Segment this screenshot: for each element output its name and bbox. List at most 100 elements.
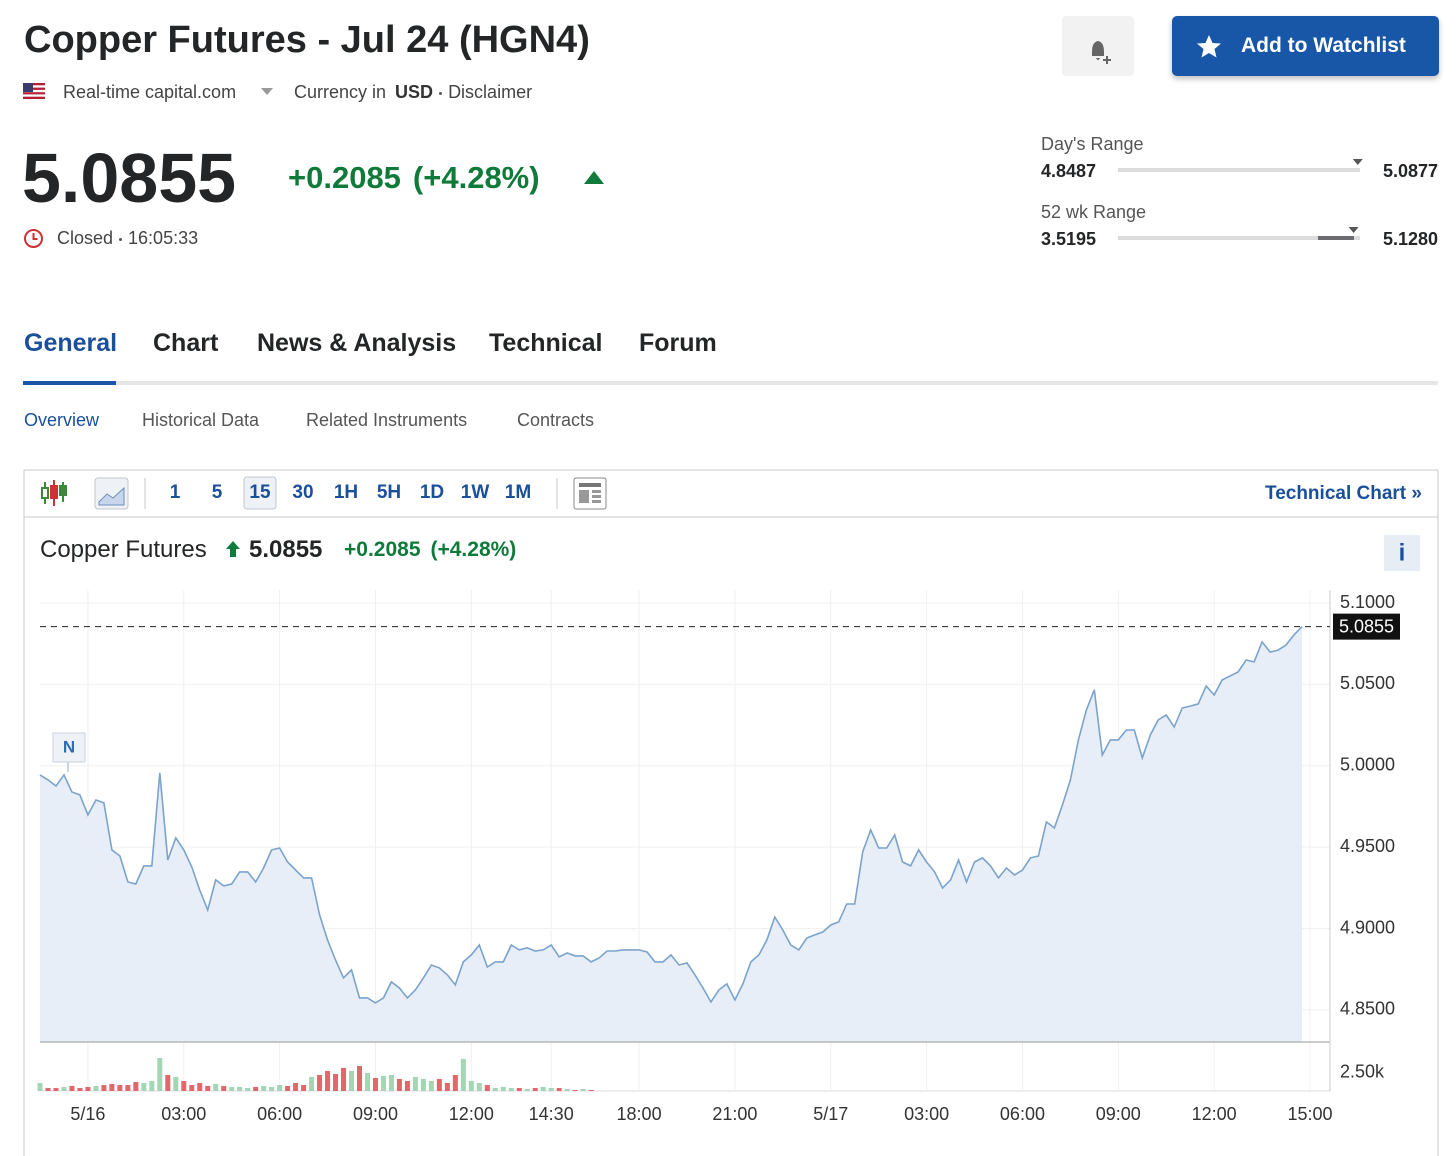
currency-row: Currency in USD Disclaimer: [294, 80, 532, 104]
news-marker-label: N: [63, 737, 75, 756]
tab[interactable]: Forum: [639, 329, 717, 357]
info-button[interactable]: [1384, 535, 1420, 571]
interval[interactable]: 1W: [460, 482, 490, 503]
volume-bar: [388, 1075, 394, 1091]
tab[interactable]: Technical: [489, 329, 603, 357]
volume-bar: [229, 1086, 235, 1091]
price-area: [40, 626, 1303, 1042]
tab[interactable]: General: [24, 329, 118, 357]
up-arrow: [226, 541, 240, 557]
source-caret[interactable]: [261, 88, 273, 96]
subtab[interactable]: Related Instruments: [306, 410, 468, 430]
range-track: [1118, 168, 1360, 172]
area-icon[interactable]: [94, 477, 129, 510]
interval[interactable]: 1D: [419, 482, 445, 503]
volume-bar: [285, 1085, 291, 1091]
volume-bar: [524, 1088, 530, 1091]
range-high: 5.0877: [1382, 161, 1438, 181]
status: Closed: [57, 228, 114, 248]
volume-bar: [205, 1085, 211, 1091]
subtab[interactable]: Contracts: [517, 410, 595, 430]
chart-change-abs: +0.2085: [344, 538, 421, 561]
volume-bar: [125, 1085, 131, 1091]
star-shape: [1197, 35, 1221, 58]
volume-bar: [133, 1081, 139, 1091]
technical-chart-link[interactable]: Technical Chart »: [1265, 483, 1422, 504]
x-tick-label: 06:00: [1000, 1104, 1045, 1124]
range-marker: [1352, 159, 1363, 165]
x-tick-label: 03:00: [904, 1104, 949, 1124]
volume-bar: [333, 1073, 339, 1091]
last-price-box: [1333, 613, 1400, 640]
interval[interactable]: 5: [211, 482, 223, 503]
interval-selected-bg: [243, 476, 277, 510]
interval[interactable]: 30: [292, 482, 314, 503]
clock-face: [24, 229, 43, 248]
layout-icon-bar: [592, 495, 601, 498]
x-tick-label: 5/17: [813, 1104, 848, 1124]
volume-bar: [117, 1085, 123, 1091]
volume-bar: [45, 1087, 51, 1091]
watchlist-button[interactable]: Add to Watchlist: [1172, 16, 1439, 76]
volume-bar: [325, 1070, 331, 1091]
range-bar: [1118, 159, 1363, 172]
layout-icon[interactable]: [573, 477, 607, 510]
volume-bar: [428, 1080, 434, 1091]
y-tick-label: 5.1000: [1340, 592, 1395, 612]
volume-bar: [548, 1087, 554, 1091]
range-marker: [1348, 227, 1359, 233]
area-icon-shape: [98, 486, 125, 506]
bell-shape: [1092, 41, 1104, 60]
tab-rule: [23, 381, 1438, 385]
y-tick-label: 5.0500: [1340, 673, 1395, 693]
tab[interactable]: News & Analysis: [257, 329, 457, 357]
volume-bar: [261, 1085, 267, 1091]
interval[interactable]: 1H: [333, 482, 359, 503]
range-label: 52 wk Range: [1041, 202, 1147, 222]
volume-bar: [109, 1084, 115, 1091]
interval[interactable]: 1M: [504, 482, 532, 503]
interval[interactable]: 5H: [376, 482, 402, 503]
volume-bar: [404, 1080, 410, 1091]
interval[interactable]: 15: [249, 482, 271, 503]
chart-price: 5.0855: [249, 536, 323, 563]
volume-bar: [189, 1085, 195, 1091]
volume-bar: [269, 1086, 275, 1091]
volume-bar: [412, 1076, 418, 1091]
volume-bar: [253, 1086, 259, 1091]
volume-bar: [500, 1086, 506, 1091]
volume-bar: [293, 1083, 299, 1091]
volume-bar: [372, 1077, 378, 1091]
volume-bar: [364, 1072, 370, 1091]
volume-bar: [101, 1085, 107, 1091]
layout-icon-bar: [579, 490, 589, 503]
alert-button[interactable]: [1062, 16, 1134, 76]
news-marker[interactable]: [52, 732, 86, 763]
bell-icon: [1092, 41, 1111, 64]
disclaimer-link[interactable]: Disclaimer: [448, 82, 533, 102]
volume-bar: [349, 1070, 355, 1091]
currency-label: Currency in: [294, 82, 387, 102]
volume-bar: [380, 1075, 386, 1091]
volume-bar: [556, 1087, 562, 1091]
data-source[interactable]: Real-time capital.com: [63, 82, 237, 102]
candle-icon[interactable]: [41, 480, 67, 506]
volume-bar: [77, 1087, 83, 1091]
volume-bar: [444, 1083, 450, 1091]
volume-bar: [436, 1078, 442, 1091]
layout-icon-bar: [592, 500, 601, 503]
x-tick-label: 06:00: [257, 1104, 302, 1124]
x-tick-label: 18:00: [617, 1104, 662, 1124]
subtab[interactable]: Historical Data: [142, 410, 260, 430]
x-tick-label: 21:00: [712, 1104, 757, 1124]
caret-shape: [261, 88, 273, 95]
tab[interactable]: Chart: [153, 329, 219, 357]
interval[interactable]: 1: [169, 482, 181, 503]
last-price-label: 5.0855: [1339, 616, 1394, 636]
volume-bar: [396, 1078, 402, 1091]
x-tick-label: 15:00: [1287, 1104, 1332, 1124]
y-tick-label: 4.9500: [1340, 836, 1395, 856]
plot: 5/16 03:00 06:00 09:00 12:00 14:30 18:00 21:00 5…: [37, 590, 1400, 1124]
volume-bar: [37, 1083, 43, 1091]
subtab[interactable]: Overview: [24, 410, 100, 430]
